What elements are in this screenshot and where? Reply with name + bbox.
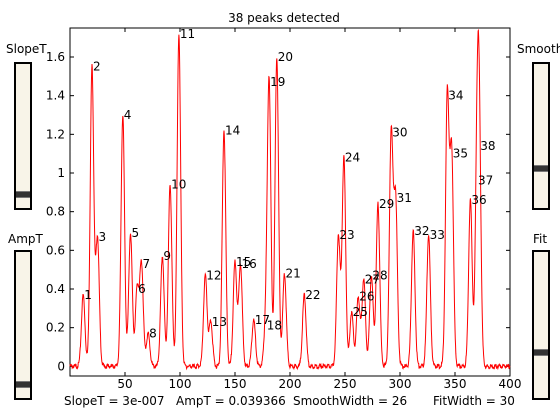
y-tick-label: 1.6	[46, 50, 65, 64]
peak-label: 3	[99, 230, 107, 244]
peak-label: 8	[149, 326, 157, 340]
x-tick-label: 100	[169, 377, 192, 391]
peak-label: 6	[138, 282, 146, 296]
peak-labels: 1234567891011121314151617181920212223242…	[84, 27, 495, 341]
status-amp-threshold: AmpT = 0.039366	[176, 394, 286, 408]
peak-label: 34	[448, 89, 463, 103]
peak-label: 5	[132, 226, 140, 240]
peak-label: 12	[206, 268, 221, 282]
peak-label: 25	[353, 305, 368, 319]
peak-label: 35	[453, 147, 468, 161]
amp-threshold-thumb[interactable]	[16, 381, 30, 388]
slope-threshold-thumb[interactable]	[16, 191, 30, 198]
y-tick-label: 0.2	[46, 321, 65, 335]
x-tick-label: 250	[334, 377, 357, 391]
peak-label: 1	[84, 288, 92, 302]
status-bar: SlopeT = 3e-007 AmpT = 0.039366 SmoothWi…	[0, 394, 560, 410]
axis-ticks: 50 100 150 200 250 300 350 400 0 0.2 0.4 0.6 0.8 1 1.2…	[46, 28, 522, 391]
status-slope-threshold: SlopeT = 3e-007	[64, 394, 165, 408]
peak-label: 4	[124, 108, 132, 122]
y-tick-label: 0.8	[46, 205, 65, 219]
status-fit-width: FitWidth = 30	[433, 394, 515, 408]
y-tick-label: 0.4	[46, 282, 65, 296]
peak-label: 26	[359, 290, 374, 304]
peak-label: 19	[270, 75, 285, 89]
peak-label: 32	[414, 224, 429, 238]
peak-label: 9	[163, 249, 171, 263]
peak-label: 38	[480, 139, 495, 153]
signal-line	[69, 28, 511, 371]
peak-label: 16	[242, 257, 257, 271]
fit-width-thumb[interactable]	[534, 349, 548, 356]
peak-label: 37	[478, 174, 493, 188]
y-tick-label: 1.4	[46, 89, 65, 103]
peak-label: 29	[379, 197, 394, 211]
y-tick-label: 1.2	[46, 127, 65, 141]
fit-width-slider[interactable]	[532, 250, 550, 400]
peak-label: 28	[372, 268, 387, 282]
smooth-width-slider[interactable]	[532, 62, 550, 210]
peak-label: 33	[430, 228, 445, 242]
peak-label: 18	[267, 319, 282, 333]
peak-label: 22	[305, 288, 320, 302]
peak-label: 2	[93, 60, 101, 74]
x-tick-label: 200	[279, 377, 302, 391]
peak-label: 20	[278, 50, 293, 64]
amp-threshold-slider[interactable]	[14, 250, 32, 400]
peak-label: 10	[171, 178, 186, 192]
amp-threshold-label: AmpT	[8, 232, 43, 246]
x-tick-label: 400	[499, 377, 522, 391]
peak-label: 7	[143, 257, 151, 271]
x-tick-label: 300	[389, 377, 412, 391]
peak-label: 36	[471, 193, 486, 207]
y-tick-label: 1	[57, 166, 65, 180]
slope-threshold-label: SlopeT	[6, 42, 47, 56]
y-tick-label: 0.6	[46, 243, 65, 257]
peak-label: 14	[225, 123, 240, 137]
peak-label: 30	[392, 125, 407, 139]
plot-title: 38 peaks detected	[228, 11, 340, 25]
x-tick-label: 150	[224, 377, 247, 391]
smooth-width-label: Smooth	[517, 42, 560, 56]
peak-label: 24	[345, 151, 360, 165]
peak-label: 21	[286, 267, 301, 281]
x-tick-label: 350	[444, 377, 467, 391]
status-smooth-width: SmoothWidth = 26	[293, 394, 408, 408]
peak-label: 15	[236, 255, 251, 269]
peak-label: 23	[339, 228, 354, 242]
slope-threshold-slider[interactable]	[14, 62, 32, 210]
peak-label: 11	[180, 27, 195, 41]
peak-label: 27	[365, 272, 380, 286]
peak-label: 17	[255, 313, 270, 327]
peak-label: 31	[397, 191, 412, 205]
peak-label: 13	[212, 315, 227, 329]
y-tick-label: 0	[57, 359, 65, 373]
x-tick-label: 50	[117, 377, 132, 391]
fit-width-label: Fit	[533, 232, 548, 246]
smooth-width-thumb[interactable]	[534, 165, 548, 172]
